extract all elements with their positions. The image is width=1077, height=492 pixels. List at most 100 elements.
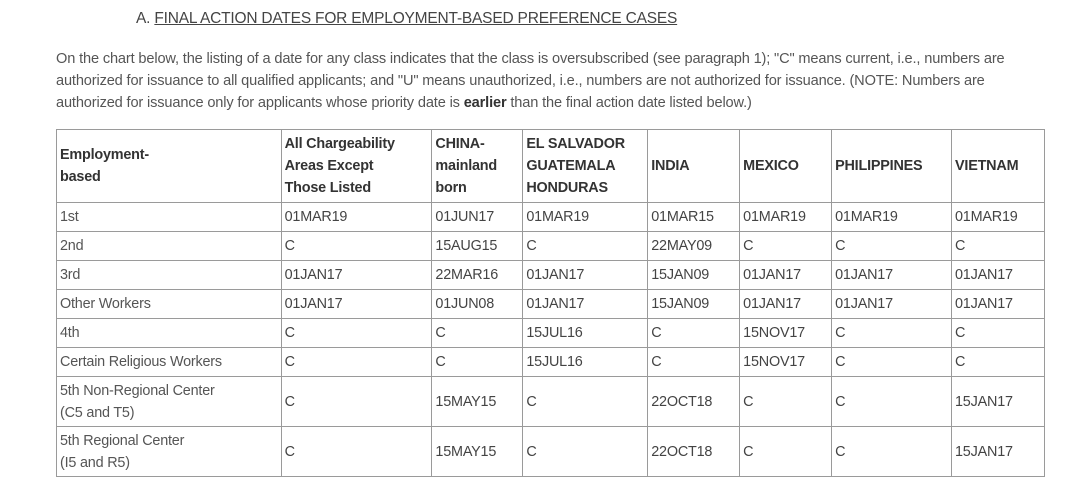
cell-line: 2nd <box>60 238 84 254</box>
date-cell: 01JAN17 <box>739 260 833 290</box>
header-country-column: All Chargeability Areas Except Those Liste… <box>280 129 433 203</box>
cell-line: 1st <box>60 209 79 225</box>
date-cell: 15JAN09 <box>647 260 741 290</box>
date-cell: 01JAN17 <box>280 289 433 319</box>
cell-line: INDIA <box>651 158 690 174</box>
date-cell: 15NOV17 <box>739 318 833 348</box>
cell-line: HONDURAS <box>526 180 608 196</box>
intro-emphasis: earlier <box>463 95 507 111</box>
intro-paragraph: On the chart below, the listing of a dat… <box>56 48 1046 114</box>
table-row: 4th C C 15JUL16 C 15NOV17 C C <box>56 318 1045 348</box>
date-cell: C <box>280 376 433 427</box>
section-heading: A. FINAL ACTION DATES FOR EMPLOYMENT-BAS… <box>136 10 677 28</box>
date-cell: C <box>280 347 433 377</box>
row-category-cell: 5th Regional Center (I5 and R5) <box>56 426 282 477</box>
date-cell: 01JAN17 <box>739 289 833 319</box>
date-cell: 01JAN17 <box>831 289 952 319</box>
date-cell: C <box>831 318 952 348</box>
date-cell: C <box>522 231 649 261</box>
date-cell: 01MAR19 <box>522 202 649 232</box>
date-cell: C <box>522 376 649 427</box>
cell-line: CHINA- <box>435 136 485 152</box>
section-letter: A. <box>136 10 151 27</box>
cell-line: Those Listed <box>284 180 372 196</box>
date-cell: 15MAY15 <box>431 376 524 427</box>
date-cell: 15AUG15 <box>431 231 524 261</box>
date-cell: C <box>739 426 833 477</box>
date-cell: 22MAR16 <box>431 260 524 290</box>
date-cell: C <box>831 347 952 377</box>
cell-line: VIETNAM <box>955 158 1019 174</box>
cell-line: 3rd <box>60 267 81 283</box>
table-header-row: Employment-based All Chargeability Areas E… <box>56 129 1045 203</box>
cell-line: (I5 and R5) <box>60 454 130 471</box>
table-body: 1st 01MAR19 01JUN17 01MAR19 01MAR15 01MAR19 01… <box>56 202 1045 477</box>
date-cell: C <box>647 318 741 348</box>
date-cell: C <box>647 347 741 377</box>
table-row: 5th Regional Center (I5 and R5) C 15MAY15 C 2… <box>56 426 1045 477</box>
date-cell: 01JAN17 <box>951 260 1045 290</box>
header-country-column: EL SALVADOR GUATEMALA HONDURAS <box>522 129 649 203</box>
row-category-cell: 4th <box>56 318 282 348</box>
date-cell: C <box>280 318 433 348</box>
cell-line: based <box>60 169 101 185</box>
date-cell: 01JAN17 <box>831 260 952 290</box>
cell-line: All Chargeability <box>284 136 395 152</box>
cell-line: GUATEMALA <box>526 158 616 174</box>
date-cell: C <box>951 318 1045 348</box>
date-cell: C <box>280 231 433 261</box>
row-category-cell: 5th Non-Regional Center (C5 and T5) <box>56 376 282 427</box>
date-cell: C <box>951 231 1045 261</box>
date-cell: 22MAY09 <box>647 231 741 261</box>
cell-line: 5th Regional Center <box>60 432 185 449</box>
date-cell: C <box>831 376 952 427</box>
date-cell: 15JAN09 <box>647 289 741 319</box>
date-cell: 01MAR19 <box>831 202 952 232</box>
cell-line: PHILIPPINES <box>835 158 923 174</box>
table-row: Certain Religious Workers C C 15JUL16 C 15NOV… <box>56 347 1045 377</box>
date-cell: 01JAN17 <box>522 289 649 319</box>
date-cell: 15JAN17 <box>951 376 1045 427</box>
final-action-dates-table: Employment-based All Chargeability Areas E… <box>56 129 1045 477</box>
date-cell: 01MAR19 <box>280 202 433 232</box>
date-cell: C <box>522 426 649 477</box>
date-cell: 01JUN08 <box>431 289 524 319</box>
table-row: 3rd 01JAN17 22MAR16 01JAN17 15JAN09 01JAN17 01… <box>56 260 1045 290</box>
date-cell: 15JUL16 <box>522 318 649 348</box>
cell-line: (C5 and T5) <box>60 404 135 421</box>
date-cell: C <box>431 318 524 348</box>
date-cell: 01JUN17 <box>431 202 524 232</box>
cell-line: Employment- <box>60 147 149 163</box>
date-cell: 15NOV17 <box>739 347 833 377</box>
row-category-cell: Other Workers <box>56 289 282 319</box>
date-cell: 15MAY15 <box>431 426 524 477</box>
date-cell: C <box>280 426 433 477</box>
date-cell: C <box>951 347 1045 377</box>
date-cell: 15JUL16 <box>522 347 649 377</box>
date-cell: 01MAR15 <box>647 202 741 232</box>
header-country-column: MEXICO <box>739 129 833 203</box>
section-title: FINAL ACTION DATES FOR EMPLOYMENT-BASED … <box>154 10 678 27</box>
date-cell: C <box>739 376 833 427</box>
header-country-column: VIETNAM <box>951 129 1045 203</box>
date-cell: 01MAR19 <box>951 202 1045 232</box>
date-cell: 01JAN17 <box>951 289 1045 319</box>
cell-line: Other Workers <box>60 296 151 312</box>
cell-line: Certain Religious Workers <box>60 354 222 370</box>
date-cell: C <box>831 231 952 261</box>
header-country-column: INDIA <box>647 129 741 203</box>
intro-text-after: than the final action date listed below.… <box>506 95 752 111</box>
cell-line: MEXICO <box>743 158 799 174</box>
row-category-cell: 3rd <box>56 260 282 290</box>
header-employment-based: Employment-based <box>56 129 282 203</box>
cell-line: EL SALVADOR <box>526 136 625 152</box>
date-cell: C <box>431 347 524 377</box>
table-row: Other Workers 01JAN17 01JUN08 01JAN17 15JAN0… <box>56 289 1045 319</box>
intro-text-before: On the chart below, the listing of a dat… <box>56 51 1005 111</box>
cell-line: 4th <box>60 325 80 341</box>
cell-line: mainland <box>435 158 497 174</box>
cell-line: Areas Except <box>284 158 374 174</box>
date-cell: 15JAN17 <box>951 426 1045 477</box>
date-cell: C <box>739 231 833 261</box>
date-cell: 22OCT18 <box>647 426 741 477</box>
